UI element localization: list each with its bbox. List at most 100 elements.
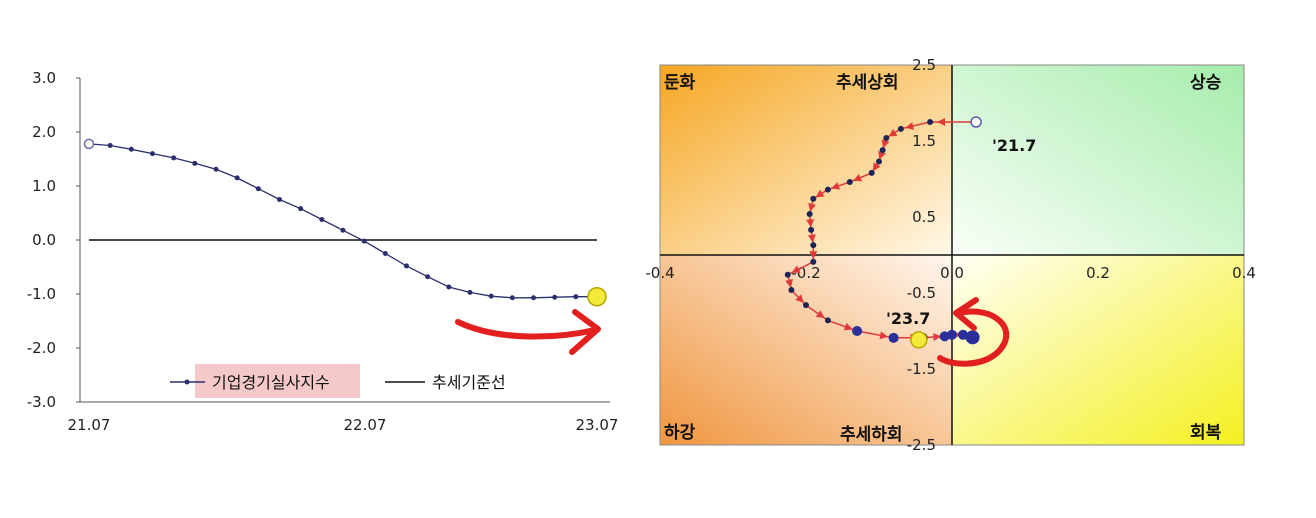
quadrant-bg-top-right — [952, 65, 1244, 255]
y-tick-label: 2.5 — [912, 56, 936, 74]
data-point — [192, 160, 198, 166]
x-tick-label: 23.07 — [576, 416, 619, 434]
quadrant-label-below-trend: 추세하회 — [840, 425, 903, 445]
y-tick-label: -3.0 — [27, 393, 56, 411]
annotation-start: '21.7 — [992, 136, 1036, 155]
legend-highlight — [195, 364, 360, 398]
y-tick-label: -2.5 — [907, 436, 936, 454]
quadrant-label-slowdown: 둔화 — [664, 73, 696, 93]
x-tick-label: 0.0 — [940, 264, 964, 282]
direction-arrowhead — [937, 118, 945, 126]
data-point — [340, 227, 346, 233]
direction-arrowhead — [879, 331, 889, 340]
data-point — [788, 286, 795, 293]
y-tick-label: -1.5 — [907, 360, 936, 378]
direction-arrowhead — [809, 251, 818, 260]
data-point-start — [83, 138, 95, 150]
series-line-bsi — [88, 143, 597, 299]
data-point — [784, 271, 791, 278]
data-point — [509, 295, 515, 301]
data-point — [382, 251, 388, 256]
data-point — [213, 166, 219, 172]
data-point — [883, 134, 890, 141]
y-tick-label: 2.0 — [32, 123, 56, 141]
legend-marker-bsi — [184, 379, 190, 385]
direction-arrowhead — [933, 333, 942, 342]
data-point — [573, 294, 579, 300]
data-point — [467, 289, 473, 295]
x-tick-label: 22.07 — [344, 416, 387, 434]
direction-arrowhead — [808, 202, 816, 212]
direction-arrowhead — [888, 128, 898, 137]
direction-arrowhead — [843, 322, 853, 331]
data-point — [879, 147, 886, 154]
data-point — [404, 263, 409, 269]
data-point — [150, 151, 155, 157]
legend: 기업경기실사지수 추세기준선 — [170, 364, 506, 398]
cycle-quadrant-chart: -0.4 -0.2 0.0 0.2 0.4 2.51.50.5-0.5-1.5-2.5 … — [645, 56, 1256, 454]
data-point — [107, 143, 113, 148]
direction-arrowhead — [815, 189, 825, 198]
data-point — [888, 332, 899, 343]
data-point — [927, 119, 934, 125]
y-tick-label: 1.0 — [32, 177, 56, 195]
red-loop-arrow-decoration — [937, 297, 1010, 367]
direction-arrowhead — [795, 294, 804, 303]
data-point — [425, 274, 431, 280]
data-point — [446, 284, 452, 290]
data-point — [171, 155, 177, 161]
quadrant-label-above-trend: 추세상회 — [836, 73, 899, 93]
data-point — [852, 326, 863, 336]
y-tick-label: -0.5 — [907, 284, 936, 302]
direction-arrowhead — [853, 173, 863, 182]
data-point — [361, 238, 367, 244]
quadrant-label-recovery: 회복 — [1190, 423, 1222, 443]
data-point — [810, 242, 817, 249]
direction-arrowhead — [815, 310, 825, 319]
data-point — [298, 206, 304, 212]
red-arrow-decoration — [455, 309, 601, 355]
direction-arrowhead — [831, 182, 841, 190]
legend-label-trend: 추세기준선 — [432, 373, 506, 392]
data-point — [810, 258, 817, 265]
y-tick-label: -2.0 — [27, 339, 56, 357]
legend-label-bsi: 기업경기실사지수 — [212, 373, 330, 392]
data-point — [824, 186, 831, 193]
data-point-latest — [910, 331, 928, 349]
direction-arrowhead — [785, 278, 793, 288]
quadrant-bg-top-left — [660, 65, 952, 255]
data-point-latest — [587, 286, 607, 307]
direction-arrowhead — [878, 150, 886, 160]
data-point — [868, 169, 875, 176]
data-point — [806, 210, 813, 217]
data-point — [128, 146, 134, 152]
quadrant-label-rise: 상승 — [1190, 73, 1222, 93]
x-tick-label: 21.07 — [68, 416, 111, 434]
data-point — [897, 125, 904, 132]
direction-arrowhead — [881, 139, 890, 149]
data-point — [488, 293, 494, 299]
data-point-start — [970, 116, 982, 128]
data-point — [824, 317, 831, 324]
data-point — [846, 179, 853, 186]
data-point — [803, 302, 809, 309]
x-tick-label: -0.4 — [645, 264, 674, 282]
data-point — [947, 329, 957, 340]
data-point — [552, 294, 558, 300]
data-point — [531, 295, 536, 301]
x-tick-label: 0.2 — [1086, 264, 1110, 282]
quadrant-bg-bottom-left — [660, 255, 952, 445]
data-point — [277, 197, 282, 202]
data-point-cluster — [965, 330, 980, 345]
direction-arrowhead — [807, 234, 816, 243]
data-point — [808, 226, 815, 233]
data-point — [255, 186, 261, 192]
x-tick-label: 0.4 — [1232, 264, 1256, 282]
y-tick-label: -1.0 — [27, 285, 56, 303]
annotation-end: '23.7 — [886, 309, 930, 328]
direction-arrowhead — [905, 122, 915, 130]
direction-arrowhead — [872, 162, 881, 172]
y-tick-label: 1.5 — [912, 132, 936, 150]
y-tick-label: 3.0 — [32, 69, 56, 87]
data-point — [319, 216, 325, 222]
